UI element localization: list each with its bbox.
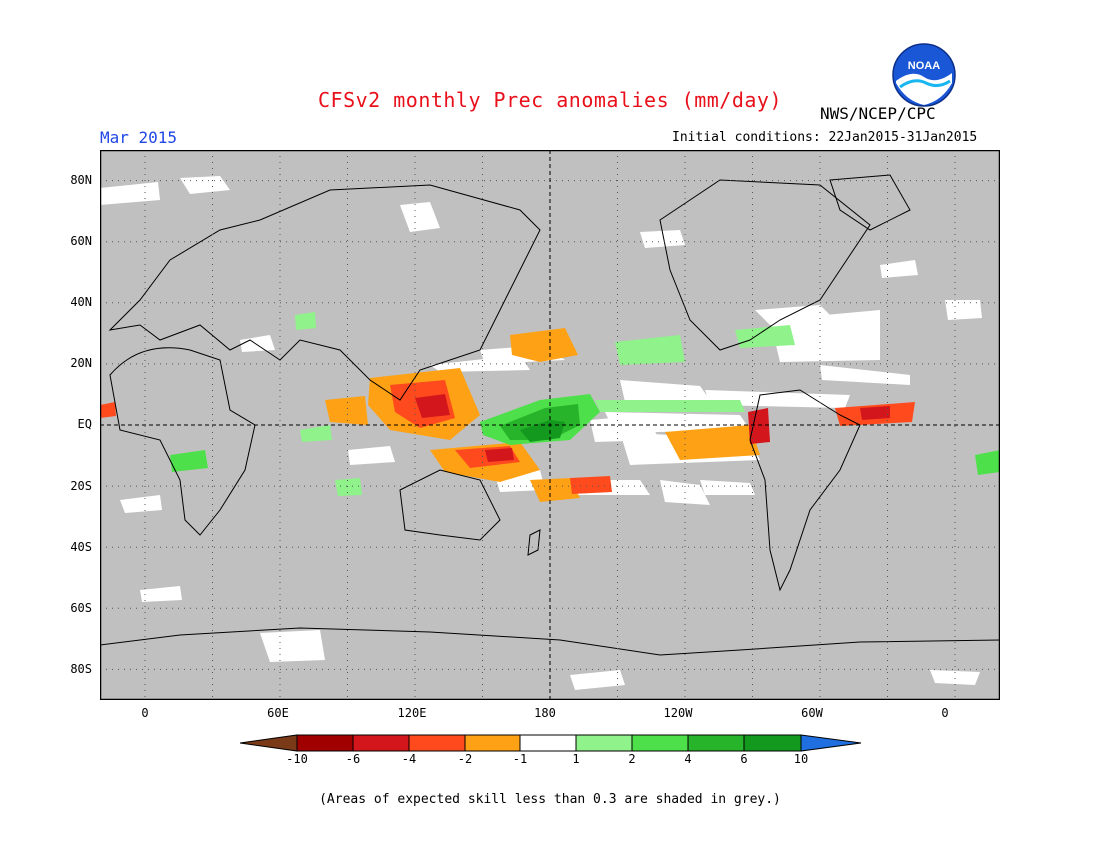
lon-label-120e: 120E [397, 706, 427, 720]
colorbar-label: 2 [628, 752, 636, 766]
initial-conditions-label: Initial conditions: 22Jan2015-31Jan2015 [672, 130, 978, 145]
lat-label-60n: 60N [70, 234, 92, 248]
lon-label-60e: 60E [267, 706, 289, 720]
lat-label-80s: 80S [70, 662, 92, 676]
noaa-logo: NOAA [892, 43, 956, 107]
map-frame [100, 150, 1000, 700]
colorbar-bin [464, 734, 521, 752]
organization-label: NWS/NCEP/CPC [820, 104, 936, 123]
dry-anomaly-areas [100, 328, 915, 502]
wet-anomaly-areas [170, 312, 1000, 496]
lon-label-180: 180 [534, 706, 556, 720]
colorbar-label: 6 [740, 752, 748, 766]
map-title: CFSv2 monthly Prec anomalies (mm/day) [317, 88, 783, 112]
lat-label-40s: 40S [70, 540, 92, 554]
colorbar-bin [519, 734, 577, 752]
colorbar-bin [296, 734, 354, 752]
reference-lines [100, 150, 1000, 700]
lon-label-0-right: 0 [941, 706, 949, 720]
colorbar-bin [352, 734, 410, 752]
colorbar-label: -4 [401, 752, 417, 766]
colorbar-bin [687, 734, 745, 752]
colorbar-label: -2 [457, 752, 473, 766]
colorbar-bin [575, 734, 633, 752]
colorbar-label: -6 [345, 752, 361, 766]
colorbar-bin [408, 734, 466, 752]
colorbar-bin [631, 734, 689, 752]
color-bar [240, 734, 862, 752]
lat-label-20n: 20N [70, 356, 92, 370]
lat-label-20s: 20S [70, 479, 92, 493]
valid-month-label: Mar 2015 [100, 128, 178, 147]
colorbar-label: -1 [512, 752, 528, 766]
colorbar-low-arrow [240, 734, 298, 752]
lon-label-0: 0 [141, 706, 149, 720]
precipitation-anomaly-map [100, 150, 1000, 700]
noaa-logo-text: NOAA [908, 60, 940, 72]
lat-label-eq: EQ [77, 417, 92, 431]
colorbar-label: 10 [793, 752, 809, 766]
lat-label-40n: 40N [70, 295, 92, 309]
coastlines [100, 174, 1000, 656]
colorbar-bin [743, 734, 802, 752]
lat-label-80n: 80N [70, 173, 92, 187]
skill-footnote: (Areas of expected skill less than 0.3 a… [319, 792, 781, 807]
colorbar-high-arrow [800, 734, 862, 752]
lon-label-120w: 120W [663, 706, 693, 720]
colorbar-label: 4 [684, 752, 692, 766]
lat-label-60s: 60S [70, 601, 92, 615]
colorbar-label: -10 [286, 752, 308, 766]
lon-label-60w: 60W [801, 706, 823, 720]
colorbar-label: 1 [572, 752, 580, 766]
